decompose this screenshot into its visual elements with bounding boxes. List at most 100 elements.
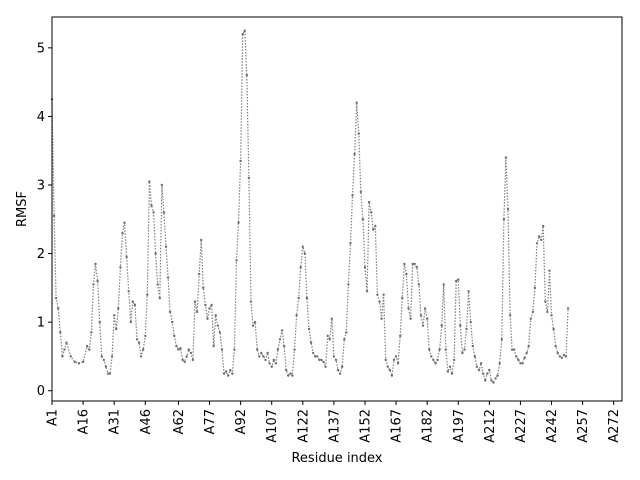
data-point: [403, 262, 406, 266]
data-point: [289, 372, 292, 375]
y-tick-label: 3: [37, 179, 45, 194]
x-tick-label: A182: [421, 409, 436, 443]
data-point: [187, 348, 190, 351]
data-point: [191, 358, 195, 362]
data-point: [86, 344, 89, 348]
data-point: [430, 355, 433, 358]
data-point: [102, 358, 106, 362]
data-point: [229, 368, 232, 372]
data-point: [243, 29, 246, 32]
data-point: [533, 286, 537, 290]
data-point: [206, 317, 209, 320]
x-tick-label: A92: [234, 409, 249, 434]
data-point: [119, 266, 122, 269]
data-point: [212, 344, 215, 348]
data-point: [548, 269, 551, 272]
data-point: [179, 347, 182, 350]
data-point: [227, 374, 230, 377]
data-point: [436, 358, 439, 362]
data-point: [224, 370, 228, 373]
data-point: [498, 362, 501, 365]
data-point: [239, 159, 242, 163]
data-point: [488, 368, 491, 372]
data-point: [521, 362, 524, 365]
data-point: [508, 314, 512, 317]
data-point: [523, 356, 526, 359]
data-point: [566, 307, 570, 310]
data-point: [318, 358, 321, 362]
x-tick-label: A242: [545, 409, 560, 443]
data-point: [291, 374, 294, 377]
data-point: [546, 310, 549, 314]
data-point: [287, 374, 290, 377]
data-point: [123, 221, 126, 224]
data-point: [65, 341, 68, 344]
data-point: [540, 238, 543, 242]
data-point: [131, 300, 134, 303]
data-point: [285, 368, 288, 372]
data-point: [442, 283, 445, 286]
data-point: [494, 377, 497, 380]
data-point: [164, 245, 168, 248]
data-point: [100, 355, 103, 358]
data-point: [363, 266, 367, 269]
y-tick-label: 2: [37, 247, 45, 262]
data-point: [361, 218, 365, 221]
data-point: [527, 344, 530, 348]
rmsf-points: [50, 29, 570, 384]
data-point: [63, 348, 66, 351]
data-point: [326, 334, 329, 338]
data-point: [115, 327, 118, 331]
data-point: [77, 362, 81, 365]
data-point: [423, 307, 427, 310]
data-point: [426, 317, 429, 320]
data-point: [544, 300, 547, 303]
data-point: [519, 362, 522, 365]
data-point: [457, 278, 460, 281]
x-axis-label: Residue index: [291, 451, 382, 466]
data-point: [378, 300, 381, 303]
data-point: [249, 300, 253, 303]
data-point: [328, 338, 331, 341]
data-point: [421, 324, 425, 327]
data-point: [81, 360, 85, 364]
data-point: [185, 355, 188, 358]
data-point: [139, 355, 143, 358]
y-axis: 0 1 2 3 4 5: [37, 41, 52, 399]
data-point: [293, 348, 296, 351]
data-point: [324, 365, 327, 368]
data-point: [405, 272, 408, 276]
data-point: [542, 224, 545, 228]
data-point: [127, 290, 130, 293]
data-point: [96, 279, 99, 283]
data-point: [137, 341, 141, 344]
data-point: [59, 331, 62, 334]
data-point: [558, 355, 561, 358]
data-point: [133, 303, 137, 307]
data-point: [372, 228, 375, 231]
data-point: [455, 279, 458, 283]
data-point: [73, 360, 77, 364]
data-point: [554, 344, 557, 348]
data-point: [345, 331, 348, 334]
y-tick-label: 5: [37, 41, 45, 56]
y-tick-label: 1: [37, 316, 45, 331]
data-point: [334, 358, 338, 362]
data-point: [264, 358, 267, 362]
data-point: [216, 324, 219, 327]
data-point: [556, 351, 559, 355]
data-point: [562, 353, 566, 357]
data-point: [235, 259, 238, 262]
data-point: [104, 365, 108, 368]
data-point: [146, 293, 149, 296]
data-point: [560, 356, 564, 359]
data-point: [357, 132, 360, 135]
data-point: [450, 372, 454, 375]
x-tick-label: A1: [46, 409, 61, 426]
data-point: [463, 348, 466, 351]
data-point: [330, 317, 333, 320]
data-point: [113, 314, 116, 317]
data-point: [210, 303, 213, 307]
data-point: [370, 211, 373, 214]
